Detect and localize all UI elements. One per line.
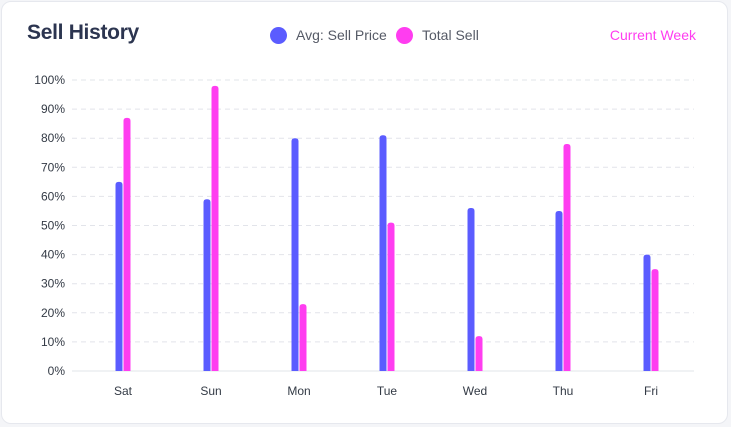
y-tick-label: 10%: [41, 335, 65, 349]
y-tick-label: 80%: [41, 131, 65, 145]
y-tick-label: 20%: [41, 306, 65, 320]
y-tick-label: 100%: [34, 73, 65, 87]
bar-total-sell-tue[interactable]: [388, 223, 395, 371]
y-tick-label: 60%: [41, 189, 65, 203]
x-tick-label-thu: Thu: [553, 384, 574, 398]
bar-avg-sell-price-mon[interactable]: [292, 138, 299, 371]
y-tick-label: 70%: [41, 160, 65, 174]
bar-total-sell-wed[interactable]: [476, 336, 483, 371]
x-tick-label-fri: Fri: [644, 384, 658, 398]
x-axis-ticks: Sat Sun Mon Tue Wed Thu Fri: [114, 384, 658, 398]
bar-avg-sell-price-sat[interactable]: [116, 182, 123, 371]
bar-avg-sell-price-fri[interactable]: [644, 255, 651, 371]
bar-avg-sell-price-tue[interactable]: [380, 135, 387, 371]
y-tick-label: 0%: [48, 364, 66, 378]
bar-total-sell-sun[interactable]: [212, 86, 219, 371]
x-tick-label-mon: Mon: [287, 384, 310, 398]
bar-total-sell-thu[interactable]: [564, 144, 571, 371]
bar-avg-sell-price-sun[interactable]: [204, 199, 211, 371]
bars: [116, 86, 659, 371]
x-tick-label-tue: Tue: [377, 384, 398, 398]
bar-total-sell-sat[interactable]: [124, 118, 131, 371]
y-tick-label: 40%: [41, 248, 65, 262]
bar-total-sell-mon[interactable]: [300, 304, 307, 371]
bar-avg-sell-price-thu[interactable]: [556, 211, 563, 371]
x-tick-label-sat: Sat: [114, 384, 133, 398]
x-tick-label-wed: Wed: [463, 384, 487, 398]
y-axis-ticks: 0% 10% 20% 30% 40% 50% 60% 70% 80% 90% 100%: [34, 73, 65, 378]
y-tick-label: 50%: [41, 219, 65, 233]
x-tick-label-sun: Sun: [200, 384, 221, 398]
y-tick-label: 90%: [41, 102, 65, 116]
bar-avg-sell-price-wed[interactable]: [468, 208, 475, 371]
y-tick-label: 30%: [41, 277, 65, 291]
bar-total-sell-fri[interactable]: [652, 269, 659, 371]
